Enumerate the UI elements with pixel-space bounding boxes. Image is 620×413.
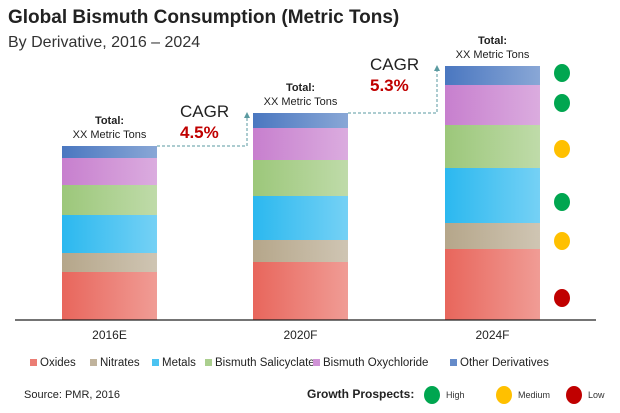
total-label: Total: bbox=[478, 35, 507, 47]
bar-segment-nitrates-2016E bbox=[62, 253, 157, 272]
legend-swatch bbox=[90, 359, 97, 366]
cagr-arrow bbox=[157, 116, 248, 147]
x-tick-label: 2020F bbox=[283, 328, 317, 342]
cagr-label: CAGR bbox=[180, 102, 229, 121]
total-value: XX Metric Tons bbox=[73, 129, 147, 141]
legend-swatch bbox=[30, 359, 37, 366]
growth-legend-label: High bbox=[446, 390, 465, 400]
legend-swatch bbox=[313, 359, 320, 366]
bar-segment-oxides-2024F bbox=[445, 249, 540, 320]
growth-legend-dot-high bbox=[424, 386, 440, 404]
growth-dot-low bbox=[554, 289, 570, 307]
bar-segment-other-derivatives-2020F bbox=[253, 113, 348, 128]
bar-segment-oxides-2020F bbox=[253, 262, 348, 320]
legend-label: Bismuth Oxychloride bbox=[323, 357, 428, 369]
cagr-label: CAGR bbox=[370, 55, 419, 74]
x-tick-label: 2016E bbox=[92, 328, 127, 342]
bar-segment-bismuth-salicyclate-2016E bbox=[62, 185, 157, 215]
legend-swatch bbox=[205, 359, 212, 366]
bar-segment-bismuth-salicyclate-2020F bbox=[253, 160, 348, 196]
growth-legend-dot-low bbox=[566, 386, 582, 404]
growth-dot-high bbox=[554, 94, 570, 112]
bar-segment-other-derivatives-2024F bbox=[445, 66, 540, 85]
growth-legend-label: Low bbox=[588, 390, 605, 400]
bar-segment-metals-2020F bbox=[253, 196, 348, 240]
bar-segment-nitrates-2020F bbox=[253, 240, 348, 262]
growth-legend-dot-medium bbox=[496, 386, 512, 404]
cagr-value: 5.3% bbox=[370, 76, 409, 95]
legend-label: Metals bbox=[162, 357, 196, 369]
arrow-head-icon bbox=[244, 112, 250, 118]
legend-swatch bbox=[152, 359, 159, 366]
cagr-value: 4.5% bbox=[180, 123, 219, 142]
legend-swatch bbox=[450, 359, 457, 366]
total-value: XX Metric Tons bbox=[264, 96, 338, 108]
growth-dot-medium bbox=[554, 232, 570, 250]
legend-label: Nitrates bbox=[100, 357, 140, 369]
bar-segment-bismuth-oxychloride-2024F bbox=[445, 85, 540, 125]
bar-segment-bismuth-oxychloride-2016E bbox=[62, 158, 157, 185]
bar-segment-bismuth-salicyclate-2024F bbox=[445, 125, 540, 168]
bar-segment-bismuth-oxychloride-2020F bbox=[253, 128, 348, 160]
chart-title: Global Bismuth Consumption (Metric Tons) bbox=[8, 7, 399, 28]
bar-segment-metals-2016E bbox=[62, 215, 157, 253]
bar-segment-nitrates-2024F bbox=[445, 223, 540, 249]
x-tick-label: 2024F bbox=[475, 328, 509, 342]
legend-label: Bismuth Salicyclate bbox=[215, 357, 315, 369]
legend-label: Oxides bbox=[40, 357, 76, 369]
growth-dot-high bbox=[554, 64, 570, 82]
total-label: Total: bbox=[286, 82, 315, 94]
arrow-head-icon bbox=[434, 65, 440, 71]
chart-subtitle: By Derivative, 2016 – 2024 bbox=[8, 34, 200, 51]
growth-dot-medium bbox=[554, 140, 570, 158]
total-label: Total: bbox=[95, 115, 124, 127]
growth-legend-title: Growth Prospects: bbox=[307, 387, 414, 401]
legend-label: Other Derivatives bbox=[460, 357, 549, 369]
bar-segment-metals-2024F bbox=[445, 168, 540, 223]
bar-segment-other-derivatives-2016E bbox=[62, 146, 157, 158]
bar-segment-oxides-2016E bbox=[62, 272, 157, 320]
total-value: XX Metric Tons bbox=[456, 49, 530, 61]
source-note: Source: PMR, 2016 bbox=[24, 389, 120, 401]
growth-legend-label: Medium bbox=[518, 390, 550, 400]
growth-dot-high bbox=[554, 193, 570, 211]
